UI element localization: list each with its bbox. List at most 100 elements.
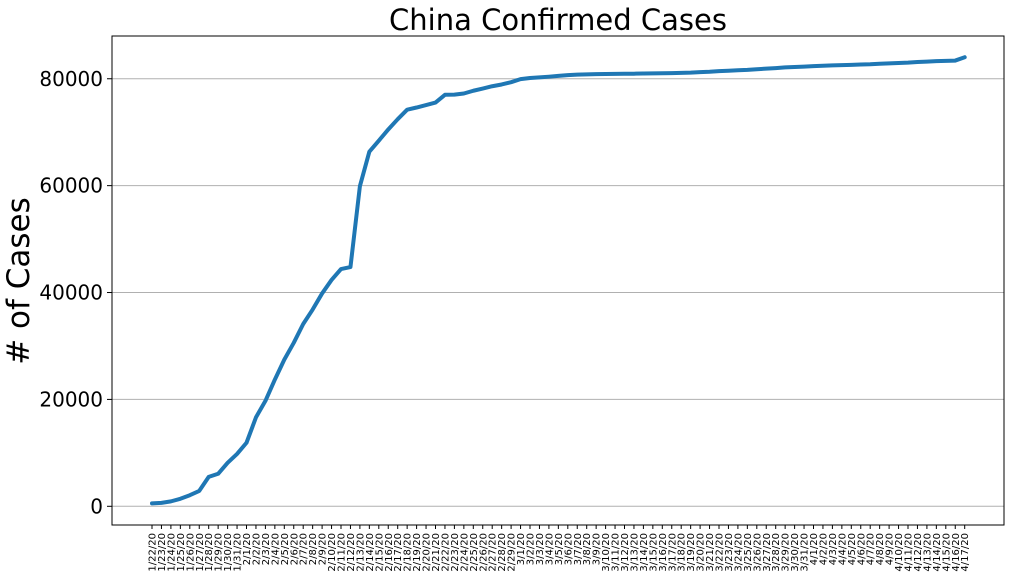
x-tick-label: 2/12/20 <box>346 533 357 572</box>
x-tick-label: 2/24/20 <box>459 533 470 572</box>
x-tick-label: 1/30/20 <box>223 533 234 572</box>
x-tick-label: 3/25/20 <box>743 533 754 572</box>
x-tick-label: 2/5/20 <box>280 533 291 565</box>
x-tick-label: 3/29/20 <box>781 533 792 572</box>
x-tick-label: 4/3/20 <box>828 533 839 565</box>
x-tick-label: 3/12/20 <box>620 533 631 572</box>
x-tick-label: 4/1/20 <box>809 533 820 565</box>
x-tick-label: 2/28/20 <box>497 533 508 572</box>
x-tick-label: 3/23/20 <box>724 533 735 572</box>
x-tick-label: 3/26/20 <box>752 533 763 572</box>
x-tick-label: 1/22/20 <box>148 533 159 572</box>
x-tick-label: 3/1/20 <box>516 533 527 565</box>
x-tick-label: 2/25/20 <box>469 533 480 572</box>
x-tick-label: 3/21/20 <box>705 533 716 572</box>
y-tick-label: 80000 <box>39 67 103 91</box>
x-tick-label: 1/25/20 <box>176 533 187 572</box>
x-tick-label: 3/24/20 <box>733 533 744 572</box>
x-tick-label: 1/31/20 <box>233 533 244 572</box>
x-tick-label: 3/17/20 <box>667 533 678 572</box>
x-tick-label: 1/24/20 <box>166 533 177 572</box>
x-tick-label: 3/8/20 <box>582 533 593 565</box>
x-tick-label: 3/10/20 <box>601 533 612 572</box>
x-tick-label: 3/5/20 <box>554 533 565 565</box>
x-tick-label: 4/7/20 <box>866 533 877 565</box>
plot-frame <box>111 35 1005 526</box>
x-tick-label: 2/3/20 <box>261 533 272 565</box>
x-tick-label: 2/6/20 <box>289 533 300 565</box>
x-tick-label: 3/4/20 <box>544 533 555 565</box>
x-tick-label: 3/27/20 <box>762 533 773 572</box>
x-tick-label: 4/9/20 <box>885 533 896 565</box>
y-tick-label: 60000 <box>39 174 103 198</box>
x-tick-label: 3/19/20 <box>686 533 697 572</box>
series-line-china <box>150 55 967 506</box>
x-tick-label: 4/10/20 <box>894 533 905 572</box>
x-tick-label: 3/11/20 <box>611 533 622 572</box>
x-tick-label: 3/6/20 <box>563 533 574 565</box>
x-tick-label: 4/11/20 <box>904 533 915 572</box>
x-tick-label: 3/16/20 <box>658 533 669 572</box>
x-tick-label: 1/26/20 <box>185 533 196 572</box>
x-tick-label: 2/8/20 <box>308 533 319 565</box>
y-tick-label: 40000 <box>39 281 103 305</box>
x-tick-label: 4/6/20 <box>856 533 867 565</box>
x-tick-label: 4/16/20 <box>951 533 962 572</box>
chart-title: China Confirmed Cases <box>389 3 727 37</box>
x-tick-label: 3/30/20 <box>790 533 801 572</box>
x-tick-label: 2/14/20 <box>365 533 376 572</box>
x-tick-label: 2/19/20 <box>412 533 423 572</box>
x-tick-label: 2/2/20 <box>251 533 262 565</box>
x-tick-label: 2/20/20 <box>422 533 433 572</box>
x-tick-label: 3/20/20 <box>696 533 707 572</box>
x-tick-label: 4/17/20 <box>960 533 971 572</box>
x-axis-ticks: 1/22/201/23/201/24/201/25/201/26/201/27/… <box>148 525 971 572</box>
x-tick-label: 4/13/20 <box>922 533 933 572</box>
x-tick-label: 2/26/20 <box>478 533 489 572</box>
x-tick-label: 3/13/20 <box>629 533 640 572</box>
grid-lines <box>112 78 1004 507</box>
x-tick-label: 2/9/20 <box>318 533 329 565</box>
x-tick-label: 4/12/20 <box>913 533 924 572</box>
x-tick-label: 2/23/20 <box>450 533 461 572</box>
x-tick-label: 1/23/20 <box>157 533 168 572</box>
x-tick-label: 2/27/20 <box>488 533 499 572</box>
x-tick-label: 3/28/20 <box>771 533 782 572</box>
x-tick-label: 4/2/20 <box>818 533 829 565</box>
x-tick-label: 3/31/20 <box>800 533 811 572</box>
y-axis-label: # of Cases <box>1 197 37 365</box>
x-tick-label: 2/4/20 <box>270 533 281 565</box>
x-tick-label: 3/3/20 <box>535 533 546 565</box>
x-tick-label: 3/15/20 <box>648 533 659 572</box>
y-tick-label: 20000 <box>39 387 103 411</box>
x-tick-label: 2/17/20 <box>393 533 404 572</box>
x-tick-label: 3/18/20 <box>677 533 688 572</box>
x-tick-label: 2/22/20 <box>440 533 451 572</box>
x-tick-label: 2/13/20 <box>355 533 366 572</box>
x-tick-label: 2/11/20 <box>337 533 348 572</box>
x-tick-label: 2/10/20 <box>327 533 338 572</box>
x-tick-label: 1/27/20 <box>195 533 206 572</box>
x-tick-label: 1/28/20 <box>204 533 215 572</box>
x-tick-label: 2/1/20 <box>242 533 253 565</box>
y-axis-ticks: 0 20000 40000 60000 80000 <box>39 67 112 518</box>
y-tick-label: 0 <box>90 494 103 518</box>
x-tick-label: 3/22/20 <box>715 533 726 572</box>
x-tick-label: 2/18/20 <box>403 533 414 572</box>
x-tick-label: 4/8/20 <box>875 533 886 565</box>
x-tick-label: 2/16/20 <box>384 533 395 572</box>
x-tick-label: 3/7/20 <box>573 533 584 565</box>
x-tick-label: 4/4/20 <box>837 533 848 565</box>
x-tick-label: 3/14/20 <box>639 533 650 572</box>
x-tick-label: 3/9/20 <box>592 533 603 565</box>
x-tick-label: 3/2/20 <box>526 533 537 565</box>
x-tick-label: 4/5/20 <box>847 533 858 565</box>
x-tick-label: 4/15/20 <box>941 533 952 572</box>
x-tick-label: 2/21/20 <box>431 533 442 572</box>
x-tick-label: 2/15/20 <box>374 533 385 572</box>
x-tick-label: 2/29/20 <box>507 533 518 572</box>
x-tick-label: 2/7/20 <box>299 533 310 565</box>
x-tick-label: 4/14/20 <box>932 533 943 572</box>
x-tick-label: 1/29/20 <box>214 533 225 572</box>
